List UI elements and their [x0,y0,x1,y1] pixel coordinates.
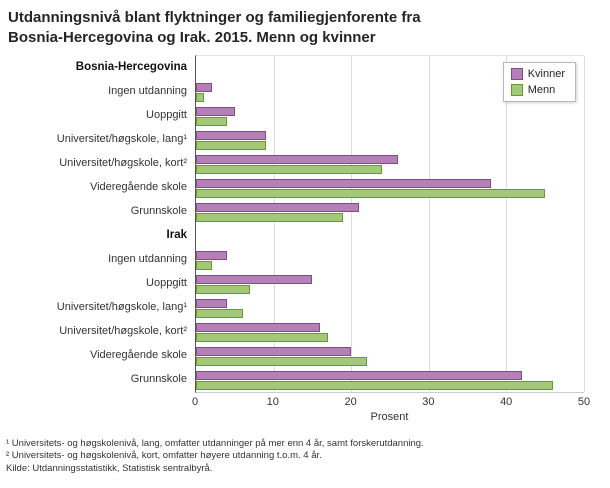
group-label: Irak [166,229,187,241]
bar-menn [196,356,367,366]
bar-kvinner [196,346,352,356]
bar-kvinner [196,106,235,116]
bar-menn [196,140,266,150]
bar-group [196,176,584,200]
legend-entry-menn[interactable]: Menn [510,84,565,96]
bar-menn [196,380,553,390]
bar-menn [196,308,243,318]
gridline [506,56,508,392]
bar-group [196,80,584,104]
footnote-2: ² Universitets- og høgskolenivå, kort, o… [6,450,322,462]
bar-kvinner [196,274,313,284]
bar-group [196,104,584,128]
gridline [584,56,585,392]
bar-group [196,296,584,320]
footnote-1: ¹ Universitets- og høgskolenivå, lang, o… [6,438,424,449]
x-tick-label: 30 [422,396,435,408]
bar-rows [196,56,584,392]
bar-group [196,200,584,224]
bar-menn [196,284,251,294]
x-tick-label: 10 [266,396,279,408]
bar-kvinner [196,322,321,332]
bar-menn [196,92,204,102]
bar-kvinner [196,82,212,92]
gridline [428,56,430,392]
chart-body: Bosnia-Hercegovina Ingen utdanning Uoppgit… [0,55,610,393]
x-tick-label: 0 [191,396,199,408]
category-label: Grunnskole [130,205,187,217]
bar-kvinner [196,130,266,140]
legend-entry-kvinner[interactable]: Kvinner [510,68,565,80]
category-label: Universitet/høgskole, kort² [59,325,187,337]
bar-kvinner [196,298,228,308]
bar-menn [196,212,344,222]
bar-group [196,272,584,296]
y-axis-labels: Bosnia-Hercegovina Ingen utdanning Uoppgit… [0,55,195,393]
legend-label: Kvinner [527,68,565,80]
legend-swatch-icon [510,84,523,96]
category-label: Universitet/høgskole, lang¹ [56,133,187,145]
category-label: Ingen utdanning [108,253,187,265]
category-label: Grunnskole [130,373,187,385]
plot-area: Kvinner Menn [195,55,585,393]
legend-swatch-icon [510,68,523,80]
bar-kvinner [196,154,398,164]
bar-menn [196,164,383,174]
x-axis-label: Prosent [370,411,409,423]
bar-menn [196,332,328,342]
group-spacer-row [196,224,584,248]
bar-kvinner [196,370,522,380]
bar-menn [196,188,546,198]
bar-group [196,248,584,272]
category-label: Universitet/høgskole, lang¹ [56,301,187,313]
bar-group [196,152,584,176]
legend-label: Menn [527,84,556,96]
gridline [273,56,275,392]
legend: Kvinner Menn [502,62,576,102]
category-label: Uoppgitt [146,109,187,121]
bar-menn [196,260,212,270]
bar-menn [196,116,228,126]
x-tick-label: 50 [577,396,591,408]
gridlines [196,56,585,392]
chart-title: Utdanningsnivå blant flyktninger og fami… [8,9,421,46]
bar-kvinner [196,202,359,212]
bar-group [196,128,584,152]
x-axis: 0 10 20 30 40 50 [191,393,590,408]
group-label: Bosnia-Hercegovina [75,61,187,73]
x-tick-label: 20 [344,396,357,408]
x-tick-label: 40 [500,396,513,408]
chart: Bosnia-Hercegovina Ingen utdanning Uoppgit… [0,55,610,423]
category-label: Uoppgitt [146,277,187,289]
category-label: Videregående skole [89,349,187,361]
gridline [351,56,353,392]
category-label: Universitet/høgskole, kort² [59,157,187,169]
bar-group [196,368,584,392]
category-label: Ingen utdanning [108,85,187,97]
bar-group [196,344,584,368]
footnotes: ¹ Universitets- og høgskolenivå, lang, o… [0,423,610,475]
source-note: Kilde: Utdanningsstatistikk, Statistisk … [6,462,213,474]
bar-kvinner [196,250,228,260]
category-label: Videregående skole [89,181,187,193]
bar-group [196,320,584,344]
bar-kvinner [196,178,491,188]
